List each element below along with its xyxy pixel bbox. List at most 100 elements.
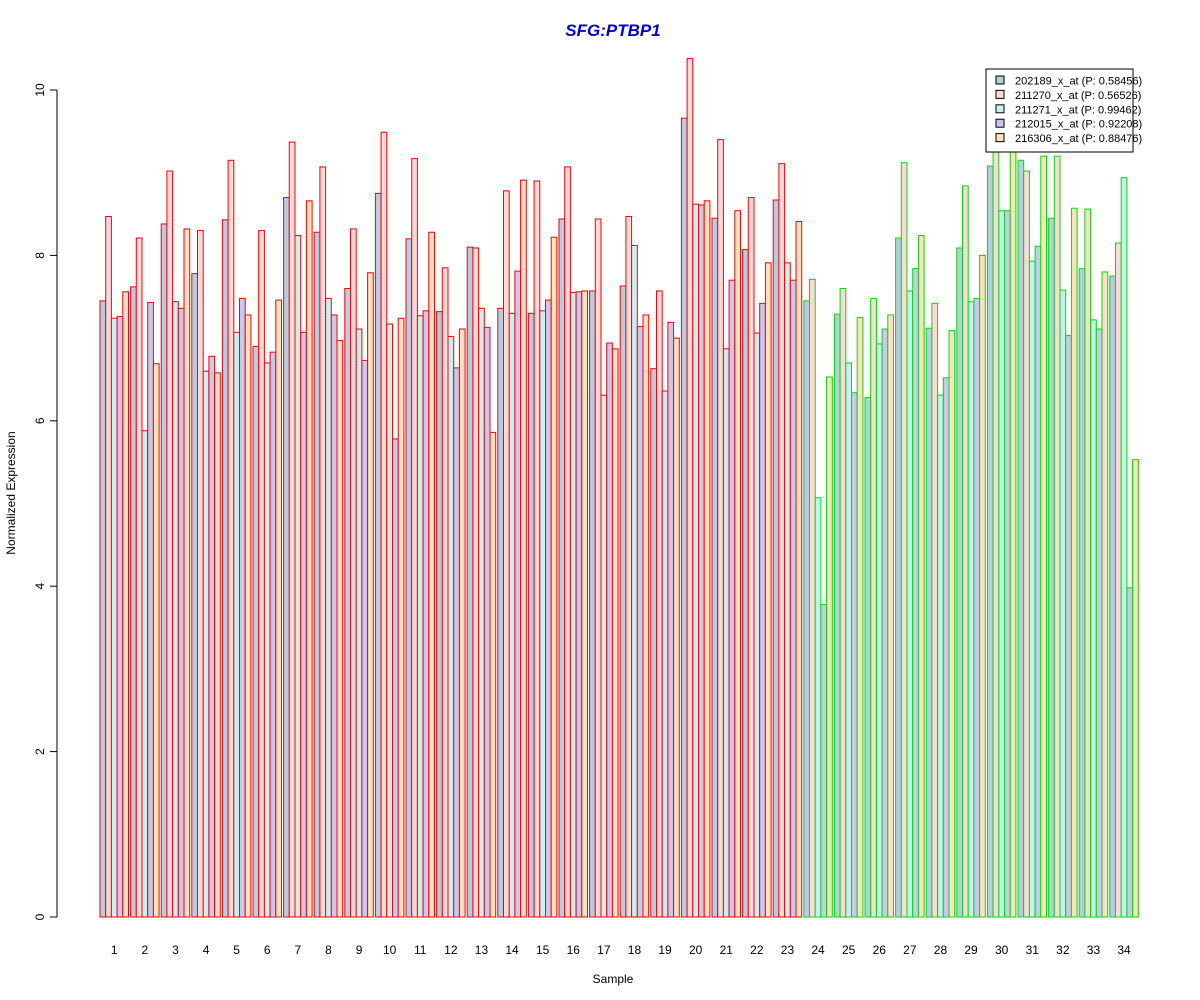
y-tick-label: 4 — [33, 583, 47, 590]
x-tick-label: 9 — [356, 943, 363, 957]
legend-swatch — [995, 118, 1005, 128]
bar — [166, 170, 174, 918]
bar — [110, 317, 118, 918]
bar — [122, 291, 130, 918]
bar — [772, 199, 780, 918]
x-tick-label: 20 — [689, 943, 703, 957]
bar — [650, 368, 657, 918]
bar — [202, 370, 210, 918]
bar — [1023, 170, 1030, 918]
bar — [1115, 242, 1122, 918]
bar — [539, 310, 546, 918]
bar — [172, 301, 179, 918]
bar — [575, 291, 583, 918]
bar — [833, 313, 841, 918]
bar — [703, 200, 711, 918]
legend-box — [985, 68, 1134, 153]
bar — [686, 58, 694, 918]
bar — [581, 290, 588, 918]
y-tick-label: 2 — [33, 748, 47, 755]
bar — [269, 351, 277, 918]
x-tick-label: 7 — [295, 943, 302, 957]
bar — [625, 216, 633, 918]
x-tick-label: 16 — [567, 943, 581, 957]
bar — [611, 348, 619, 918]
bar — [636, 326, 644, 918]
x-tick-label: 34 — [1117, 943, 1131, 957]
bar — [698, 204, 705, 918]
bar — [606, 342, 613, 918]
bar — [1109, 275, 1117, 918]
bar — [252, 345, 260, 918]
bar — [826, 376, 833, 918]
x-tick-label: 19 — [658, 943, 672, 957]
bar — [1017, 159, 1025, 918]
bar — [116, 316, 124, 918]
bar — [105, 216, 112, 918]
bar — [1070, 207, 1078, 918]
bar — [667, 321, 675, 918]
bar — [520, 179, 527, 918]
bar — [992, 101, 1000, 918]
bar — [478, 307, 485, 918]
bar — [533, 180, 541, 918]
bar — [221, 219, 229, 918]
bar — [489, 431, 497, 918]
bar — [1034, 245, 1042, 918]
bar — [288, 141, 296, 918]
bar — [361, 359, 369, 918]
bar — [550, 236, 558, 918]
bar — [294, 235, 302, 918]
bar — [367, 272, 374, 918]
bar — [177, 307, 185, 918]
bar — [956, 247, 963, 918]
x-tick-label: 21 — [720, 943, 734, 957]
bar — [1028, 260, 1036, 918]
bar — [147, 302, 154, 918]
bar — [1078, 268, 1086, 918]
x-tick-label: 2 — [142, 943, 149, 957]
bar — [503, 190, 510, 918]
bar — [1009, 147, 1017, 918]
y-axis: 0 2 4 6 8 10 — [33, 83, 58, 920]
bar — [436, 311, 443, 918]
x-tick-label: 17 — [597, 943, 611, 957]
y-tick-label: 8 — [33, 252, 47, 259]
bar — [717, 139, 724, 918]
x-axis-label: Sample — [593, 972, 634, 986]
bar — [208, 355, 216, 918]
bar — [814, 497, 822, 918]
bar — [631, 244, 638, 918]
bar — [734, 210, 741, 918]
bar — [851, 392, 858, 918]
x-tick-label: 27 — [903, 943, 917, 957]
bar — [600, 394, 608, 918]
y-tick-label: 10 — [33, 83, 47, 97]
bar — [998, 210, 1005, 918]
bar — [447, 335, 455, 918]
bar — [1132, 459, 1139, 918]
bar — [355, 328, 363, 918]
bar — [875, 343, 883, 918]
bar — [411, 158, 418, 918]
bar — [661, 390, 669, 918]
legend-swatch — [995, 104, 1005, 114]
bar — [1065, 335, 1072, 918]
x-tick-label: 13 — [475, 943, 489, 957]
bar — [728, 279, 736, 918]
x-tick-label: 25 — [842, 943, 856, 957]
bar — [747, 197, 755, 918]
legend-swatch — [995, 75, 1005, 85]
bar — [569, 292, 577, 918]
bar — [680, 117, 688, 918]
bar — [986, 165, 994, 918]
bar — [864, 397, 872, 918]
bar — [152, 363, 160, 918]
bar — [789, 279, 797, 918]
bar — [900, 162, 908, 918]
bar — [258, 230, 265, 918]
chart-title: SFG:PTBP1 — [565, 21, 660, 40]
bar — [300, 331, 307, 918]
bar — [283, 197, 290, 918]
x-tick-label: 12 — [444, 943, 458, 957]
